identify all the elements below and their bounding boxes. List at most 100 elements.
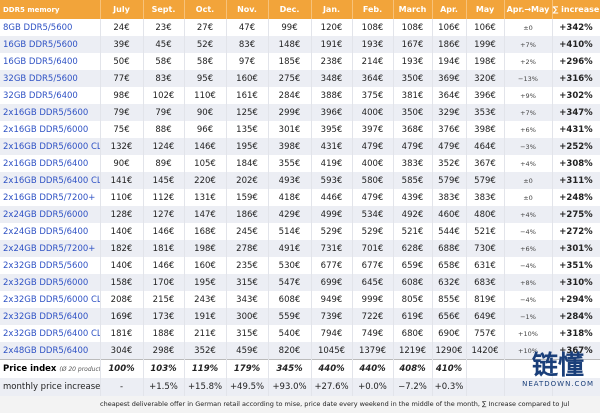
table-row: 2x16GB DDR5/6000 75€ 88€ 96€ 135€ 301€ 395€ 397… bbox=[0, 121, 600, 138]
cell: 170€ bbox=[143, 274, 185, 291]
product-name: 2x16GB DDR5/6400 CL30 bbox=[0, 172, 101, 189]
cell: −4% bbox=[504, 257, 553, 274]
cell: 320€ bbox=[466, 70, 505, 87]
cell: 376€ bbox=[432, 121, 467, 138]
column-header: July bbox=[100, 0, 144, 19]
cell: +294% bbox=[552, 291, 600, 308]
cell: 181€ bbox=[143, 240, 185, 257]
price-index-label: Price index (Ø 20 products) bbox=[0, 359, 101, 378]
cell: 23€ bbox=[143, 19, 185, 36]
product-name: 2x16GB DDR5/6000 bbox=[0, 121, 101, 138]
cell: 446€ bbox=[311, 189, 353, 206]
cell: 106€ bbox=[466, 19, 505, 36]
cell: +367% bbox=[552, 342, 600, 360]
product-name: 2x24GB DDR5/6400 bbox=[0, 223, 101, 240]
cell: 659€ bbox=[393, 257, 433, 274]
cell: 90€ bbox=[100, 155, 144, 172]
cell: +7% bbox=[504, 36, 553, 53]
header-row: DDR5 memory July Sept. Oct. Nov. Dec. Jan. Feb.… bbox=[0, 0, 600, 19]
cell: 375€ bbox=[352, 87, 394, 104]
cell: 275€ bbox=[268, 70, 312, 87]
cell: 464€ bbox=[466, 138, 505, 155]
table-row: 2x32GB DDR5/5600 140€ 146€ 160€ 235€ 530€ 677€… bbox=[0, 257, 600, 274]
product-name: 2x24GB DDR5/6000 bbox=[0, 206, 101, 223]
cell: +93.0% bbox=[268, 378, 312, 396]
cell: 83€ bbox=[226, 36, 269, 53]
cell: −13% bbox=[504, 70, 553, 87]
cell: 238€ bbox=[311, 53, 353, 70]
table-row: 8GB DDR5/5600 24€ 23€ 27€ 47€ 99€ 120€ 108€ 108€… bbox=[0, 19, 600, 36]
cell: 396€ bbox=[466, 87, 505, 104]
cell: 52€ bbox=[184, 36, 227, 53]
cell: +318% bbox=[552, 325, 600, 342]
table-row: 2x24GB DDR5/6400 140€ 146€ 168€ 245€ 514€ 529€… bbox=[0, 223, 600, 240]
cell: +0.0% bbox=[352, 378, 394, 396]
cell: 722€ bbox=[352, 308, 394, 325]
cell: 580€ bbox=[352, 172, 394, 189]
cell: 58€ bbox=[143, 53, 185, 70]
product-name: 32GB DDR5/6400 bbox=[0, 87, 101, 104]
cell: 540€ bbox=[268, 325, 312, 342]
cell: 730€ bbox=[466, 240, 505, 257]
cell: 141€ bbox=[100, 172, 144, 189]
column-header: Jan. bbox=[311, 0, 353, 19]
cell: +410% bbox=[552, 36, 600, 53]
column-header: Feb. bbox=[352, 0, 394, 19]
cell: 235€ bbox=[226, 257, 269, 274]
table-row: 2x16GB DDR5/6000 CL28132€124€146€195€398… bbox=[0, 138, 600, 155]
table-row: 2x24GB DDR5/6000 128€ 127€ 147€ 186€ 429€ 499€… bbox=[0, 206, 600, 223]
cell: 739€ bbox=[311, 308, 353, 325]
cell: +7% bbox=[504, 104, 553, 121]
cell: +248% bbox=[552, 189, 600, 206]
cell: 181€ bbox=[100, 325, 144, 342]
cell: +15.8% bbox=[184, 378, 227, 396]
cell: 24€ bbox=[100, 19, 144, 36]
cell: 688€ bbox=[432, 240, 467, 257]
table-row: 2x16GB DDR5/5600 79€ 79€ 90€ 125€ 299€ 396€ 400… bbox=[0, 104, 600, 121]
cell: 383€ bbox=[466, 189, 505, 206]
cell: +27.6% bbox=[311, 378, 353, 396]
cell: 96€ bbox=[184, 121, 227, 138]
cell: 77€ bbox=[100, 70, 144, 87]
cell: 167€ bbox=[393, 36, 433, 53]
cell: 479€ bbox=[393, 138, 433, 155]
cell: 388€ bbox=[311, 87, 353, 104]
cell: 367€ bbox=[466, 155, 505, 172]
cell: 855€ bbox=[432, 291, 467, 308]
cell: 215€ bbox=[143, 291, 185, 308]
cell: 658€ bbox=[432, 257, 467, 274]
product-name: 16GB DDR5/6400 bbox=[0, 53, 101, 70]
cell: 88€ bbox=[143, 121, 185, 138]
cell: 50€ bbox=[100, 53, 144, 70]
cell: 169€ bbox=[100, 308, 144, 325]
cell: +1.5% bbox=[143, 378, 185, 396]
cell: 419€ bbox=[311, 155, 353, 172]
cell: 220€ bbox=[184, 172, 227, 189]
cell: 194€ bbox=[432, 53, 467, 70]
cell: ±0 bbox=[504, 189, 553, 206]
cell: 521€ bbox=[466, 223, 505, 240]
cell: −1% bbox=[504, 308, 553, 325]
cell: 701€ bbox=[352, 240, 394, 257]
cell: 208€ bbox=[100, 291, 144, 308]
cell: 369€ bbox=[432, 70, 467, 87]
cell: +0.3% bbox=[432, 378, 467, 396]
cell: 160€ bbox=[184, 257, 227, 274]
cell: 315€ bbox=[226, 274, 269, 291]
cell: 99€ bbox=[268, 19, 312, 36]
cell: 199€ bbox=[466, 36, 505, 53]
cell: 195€ bbox=[184, 274, 227, 291]
cell: +4% bbox=[504, 155, 553, 172]
cell: ±0 bbox=[504, 19, 553, 36]
cell: 579€ bbox=[432, 172, 467, 189]
cell: 368€ bbox=[393, 121, 433, 138]
cell: 211€ bbox=[184, 325, 227, 342]
cell: 188€ bbox=[143, 325, 185, 342]
watermark-brand: 链懂 bbox=[532, 351, 585, 381]
cell: 608€ bbox=[268, 291, 312, 308]
cell: 182€ bbox=[100, 240, 144, 257]
cell: 521€ bbox=[393, 223, 433, 240]
product-name: 2x16GB DDR5/6400 bbox=[0, 155, 101, 172]
cell: 124€ bbox=[143, 138, 185, 155]
monthly-row: monthly price increase - +1.5% +15.8% +49.5%… bbox=[0, 378, 600, 396]
